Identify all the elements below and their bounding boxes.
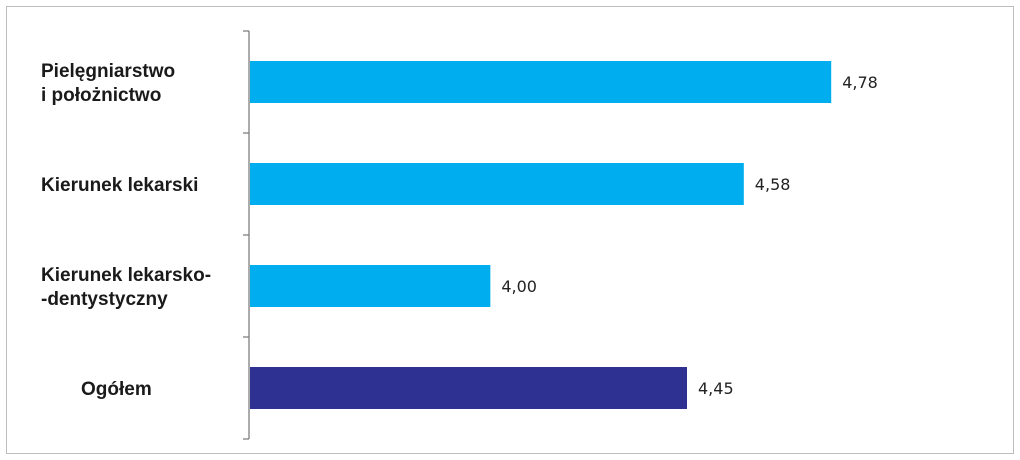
bar [250,61,832,103]
category-label: Ogółem [81,379,152,400]
category-label: Pielęgniarstwo [41,61,175,82]
category-label: -dentystyczny [41,289,168,310]
bar [250,163,744,205]
category-label: Kierunek lekarski [41,175,198,196]
bar [250,367,687,409]
chart-frame: 4,78 Pielęgniarstwo i położnictwo 4,58 Kieru… [6,6,1014,454]
category-label: Kierunek lekarsko- [41,265,211,286]
bar-chart: 4,78 Pielęgniarstwo i położnictwo 4,58 Kieru… [41,30,878,440]
value-label: 4,78 [842,73,878,92]
value-label: 4,00 [501,277,537,296]
bar [250,265,491,307]
value-label: 4,58 [755,175,791,194]
axis-layer [243,30,250,440]
category-label: i położnictwo [41,85,161,106]
bars-layer [250,61,832,409]
labels-layer: 4,78 Pielęgniarstwo i położnictwo 4,58 Kieru… [41,61,878,400]
value-label: 4,45 [698,379,734,398]
